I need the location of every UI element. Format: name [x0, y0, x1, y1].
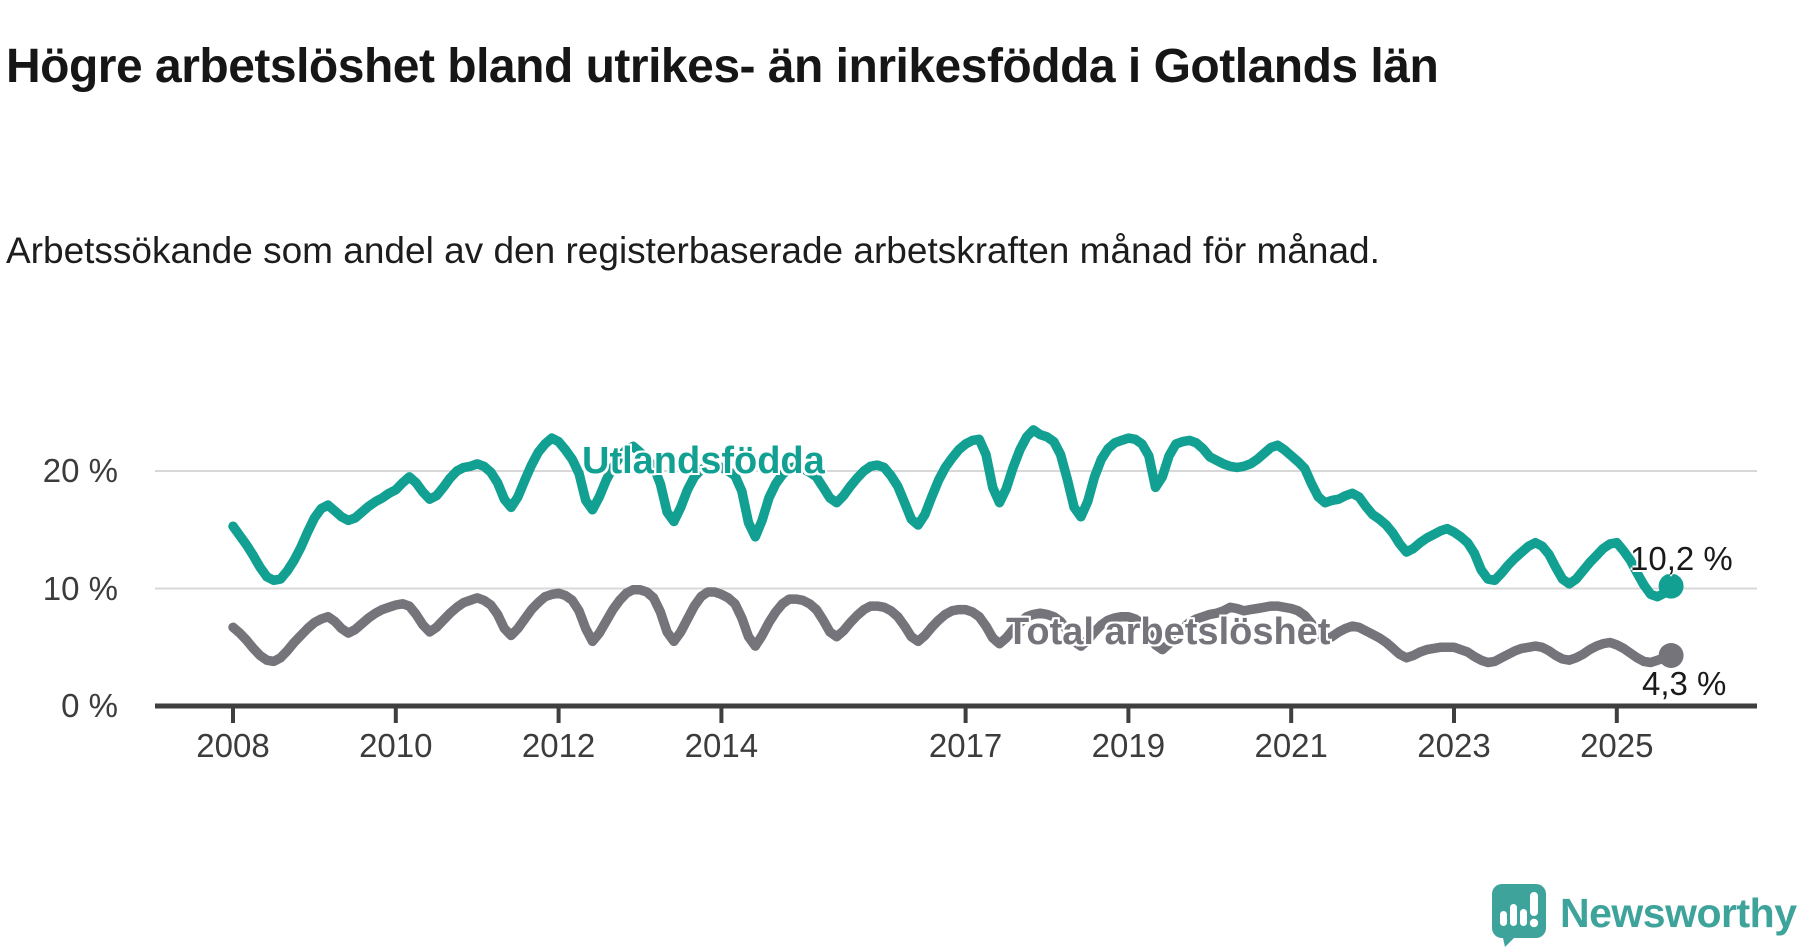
x-axis-label-2010: 2010	[359, 727, 433, 764]
y-axis-label-0: 0 %	[61, 687, 118, 724]
x-axis-label-2021: 2021	[1254, 727, 1328, 764]
series-line-utlandsfodda	[228, 425, 1676, 602]
newsworthy-speech-bubble-bar-chart-icon	[1492, 884, 1546, 947]
x-axis-label-2008: 2008	[196, 727, 270, 764]
end-value-label-total: 4,3 %	[1642, 665, 1727, 702]
x-axis-label-2025: 2025	[1580, 727, 1654, 764]
newsworthy-logo: Newsworthy	[1488, 878, 1800, 948]
newsworthy-logo-text: Newsworthy	[1560, 890, 1797, 936]
end-dot-total	[1658, 643, 1684, 668]
series-label-total-arbetsloshet: Total arbetslöshet	[1006, 611, 1331, 653]
x-axis-label-2023: 2023	[1417, 727, 1491, 764]
series-label-utlandsfodda: Utlandsfödda	[582, 440, 825, 482]
x-axis-label-2014: 2014	[684, 727, 759, 764]
series-line-total	[228, 584, 1676, 668]
end-value-label-utlandsfodda: 10,2 %	[1630, 540, 1733, 577]
y-axis-label-20: 20 %	[42, 452, 118, 489]
x-axis-label-2019: 2019	[1091, 727, 1166, 764]
x-axis-label-2017: 2017	[928, 727, 1003, 764]
page-title: Högre arbetslöshet bland utrikes- än inr…	[6, 40, 1439, 94]
y-axis-label-10: 10 %	[42, 569, 118, 607]
chart-subtitle: Arbetssökande som andel av den registerb…	[6, 230, 1380, 271]
x-axis-label-2012: 2012	[521, 727, 596, 764]
end-dot-utlandsfodda	[1658, 573, 1684, 599]
